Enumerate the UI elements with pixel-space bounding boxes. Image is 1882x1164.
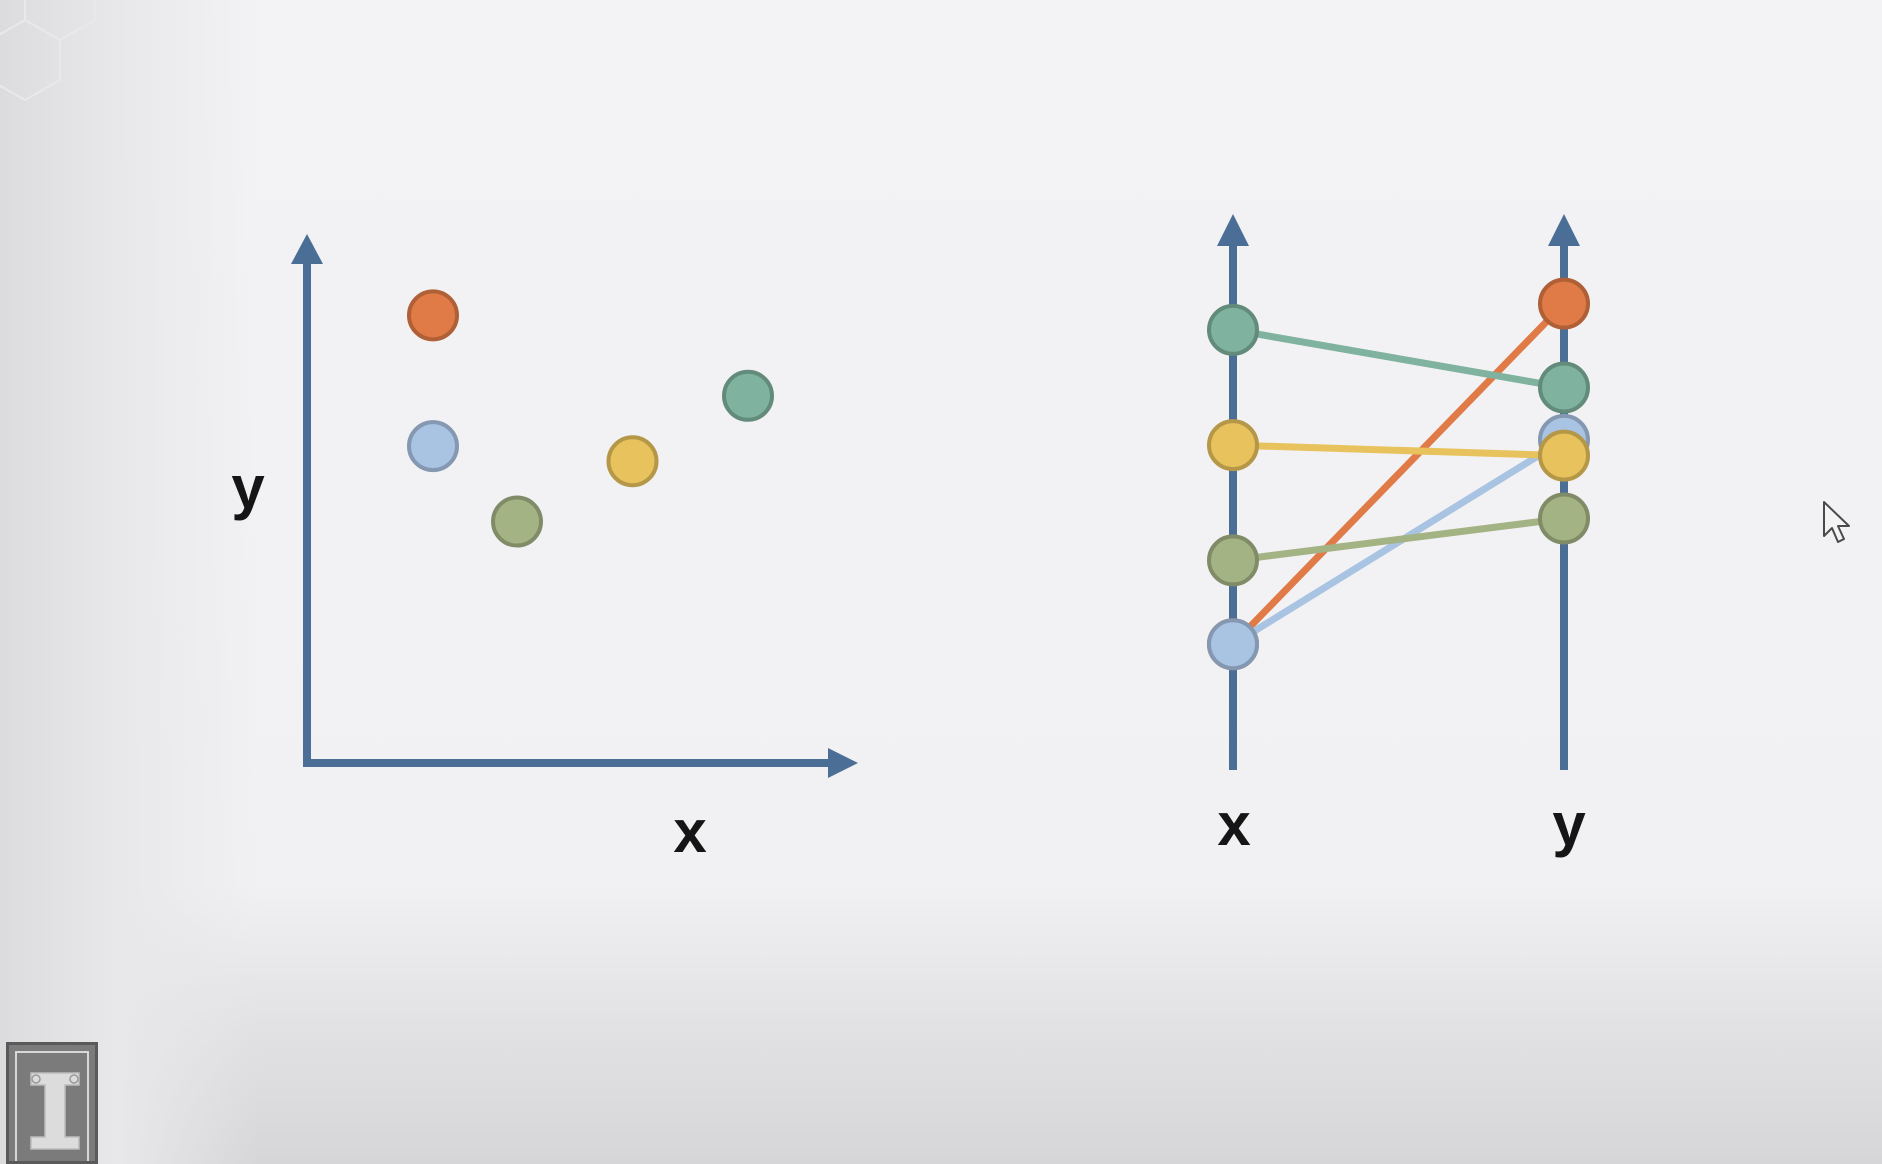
scatter-point-5 — [722, 369, 774, 422]
parallel-point-3-x — [1207, 534, 1259, 587]
parallel-axis-y-arrow — [1548, 214, 1580, 246]
scatter-x-axis-arrow — [828, 748, 858, 778]
parallel-point-4-y — [1538, 429, 1590, 482]
scatter-y-axis-arrow — [291, 234, 323, 264]
parallel-axis-x-arrow — [1217, 214, 1249, 246]
university-block-i-logo — [6, 1042, 98, 1164]
parallel-point-4-x — [1207, 419, 1259, 472]
parallel-point-5-x — [1207, 303, 1259, 356]
parallel-axis-y-label: y — [1552, 791, 1586, 858]
parallel-line-4 — [1229, 441, 1568, 460]
parallel-point-5-y — [1538, 361, 1590, 414]
scatter-chart: y x — [231, 234, 858, 865]
scatter-point-2 — [407, 420, 459, 473]
parallel-point-1-y — [1538, 277, 1590, 330]
scatter-point-4 — [606, 435, 659, 488]
parallel-line-3 — [1229, 514, 1568, 564]
scatter-x-axis-label: x — [673, 798, 706, 865]
parallel-point-3-y — [1538, 492, 1590, 545]
scatter-point-1 — [407, 289, 459, 342]
scatter-point-3 — [491, 495, 543, 548]
parallel-line-1 — [1229, 300, 1568, 648]
hexagon-pattern-icon — [0, 0, 96, 102]
parallel-point-2-x — [1207, 618, 1259, 671]
left-shade — [0, 0, 260, 1164]
scatter-y-axis-label: y — [231, 454, 265, 521]
parallel-axis-x-label: x — [1217, 791, 1250, 858]
mouse-pointer-icon — [1823, 501, 1850, 543]
parallel-coordinates-chart: x y — [1207, 214, 1590, 858]
parallel-line-5 — [1229, 326, 1568, 391]
